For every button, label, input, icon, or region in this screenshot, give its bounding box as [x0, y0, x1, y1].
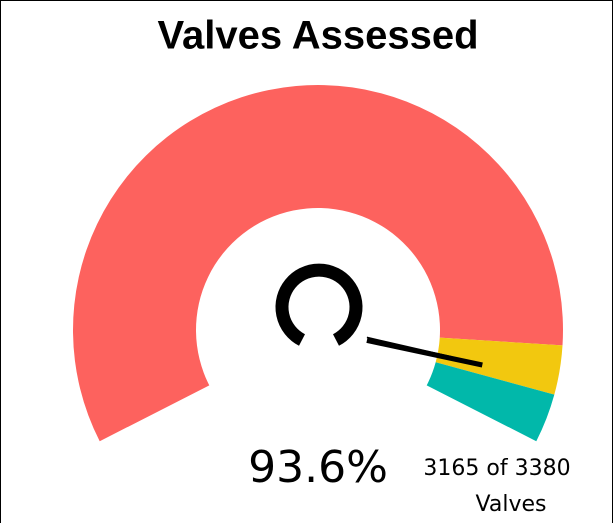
needle-highlight	[366, 336, 453, 358]
gauge-band	[435, 337, 563, 395]
detail-label: Valves	[476, 492, 547, 517]
gauge-band	[426, 362, 555, 442]
chart-title: Valves Assessed	[158, 14, 479, 58]
gauge-icon	[275, 263, 363, 346]
needle	[366, 337, 483, 368]
value-label: 93.6%	[248, 442, 388, 493]
detail-label: 3165 of 3380	[423, 456, 570, 481]
gauge-band	[72, 84, 563, 442]
